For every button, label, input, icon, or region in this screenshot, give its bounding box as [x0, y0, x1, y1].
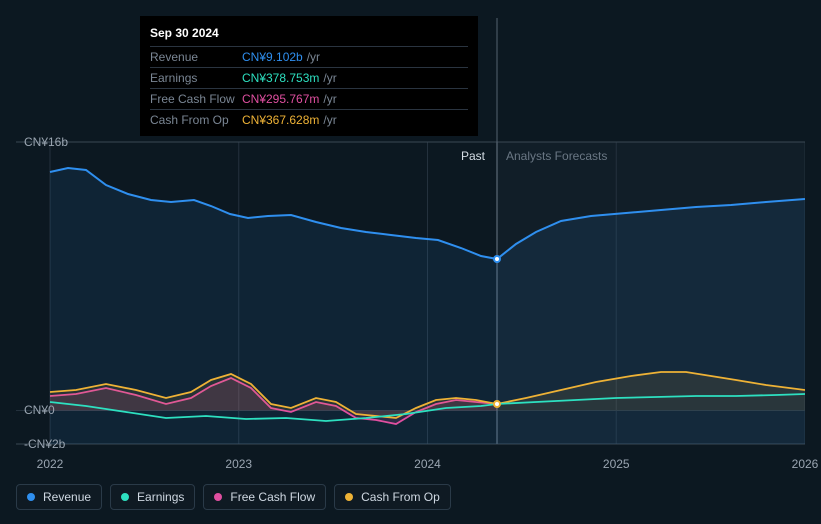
- tooltip-value: CN¥9.102b: [242, 50, 303, 64]
- legend-item[interactable]: Revenue: [16, 484, 102, 510]
- y-axis-label: CN¥0: [24, 403, 55, 417]
- legend-item[interactable]: Cash From Op: [334, 484, 451, 510]
- tooltip-unit: /yr: [323, 71, 336, 85]
- legend-label: Revenue: [43, 490, 91, 504]
- tooltip-unit: /yr: [307, 50, 320, 64]
- tooltip-row: Free Cash FlowCN¥295.767m/yr: [150, 88, 468, 109]
- tooltip-value: CN¥378.753m: [242, 71, 319, 85]
- tooltip-unit: /yr: [323, 92, 336, 106]
- legend-label: Earnings: [137, 490, 184, 504]
- x-axis-label: 2025: [603, 457, 630, 471]
- tooltip-key: Revenue: [150, 50, 242, 64]
- legend-label: Cash From Op: [361, 490, 440, 504]
- y-axis-label: -CN¥2b: [24, 437, 65, 451]
- tooltip-key: Earnings: [150, 71, 242, 85]
- tooltip-key: Cash From Op: [150, 113, 242, 127]
- tooltip-value: CN¥367.628m: [242, 113, 319, 127]
- tooltip-unit: /yr: [323, 113, 336, 127]
- section-label-forecast: Analysts Forecasts: [506, 149, 607, 163]
- legend-label: Free Cash Flow: [230, 490, 315, 504]
- legend-dot: [27, 493, 35, 501]
- section-label-past: Past: [461, 149, 485, 163]
- legend-dot: [345, 493, 353, 501]
- tooltip-key: Free Cash Flow: [150, 92, 242, 106]
- x-axis-label: 2024: [414, 457, 441, 471]
- chart-marker: [493, 255, 501, 263]
- x-axis-label: 2022: [37, 457, 64, 471]
- legend-item[interactable]: Free Cash Flow: [203, 484, 326, 510]
- legend-item[interactable]: Earnings: [110, 484, 195, 510]
- tooltip-row: EarningsCN¥378.753m/yr: [150, 67, 468, 88]
- tooltip-value: CN¥295.767m: [242, 92, 319, 106]
- tooltip-row: Cash From OpCN¥367.628m/yr: [150, 109, 468, 130]
- tooltip-date: Sep 30 2024: [150, 22, 468, 46]
- legend-dot: [121, 493, 129, 501]
- chart-tooltip: Sep 30 2024 RevenueCN¥9.102b/yrEarningsC…: [140, 16, 478, 136]
- chart-marker: [493, 400, 501, 408]
- chart-legend: Revenue Earnings Free Cash Flow Cash From O…: [16, 484, 451, 510]
- x-axis-label: 2026: [792, 457, 819, 471]
- x-axis-label: 2023: [225, 457, 252, 471]
- legend-dot: [214, 493, 222, 501]
- y-axis-label: CN¥16b: [24, 135, 68, 149]
- tooltip-row: RevenueCN¥9.102b/yr: [150, 46, 468, 67]
